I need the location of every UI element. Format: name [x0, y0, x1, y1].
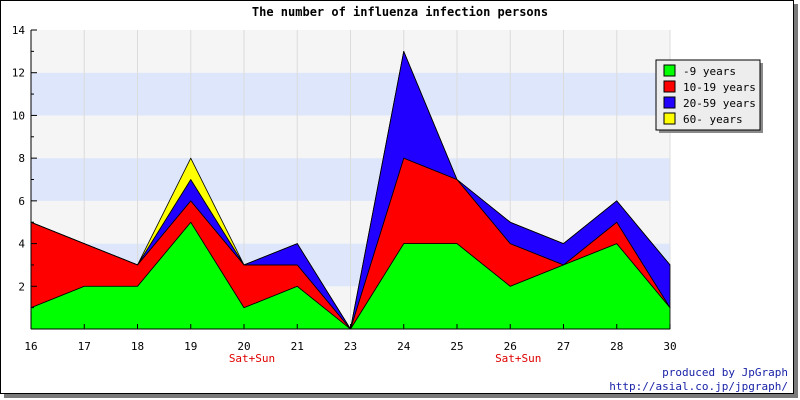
legend-swatch	[663, 112, 676, 125]
x-tick-label: 19	[184, 340, 197, 353]
x-tick-label: 18	[131, 340, 144, 353]
legend-swatch	[663, 80, 676, 93]
weekend-label: Sat+Sun	[229, 352, 275, 365]
y-tick-label: 14	[12, 24, 26, 37]
legend-label: 60- years	[683, 113, 743, 126]
y-tick-label: 8	[18, 152, 25, 165]
x-tick-label: 28	[610, 340, 623, 353]
weekend-label: Sat+Sun	[495, 352, 541, 365]
x-tick-label: 20	[237, 340, 250, 353]
x-tick-label: 16	[24, 340, 37, 353]
legend: -9 years 10-19 years 20-59 years 60- years	[655, 59, 763, 133]
area-series-60-years	[30, 50, 671, 330]
x-tick-label: 24	[397, 340, 411, 353]
x-tick-label: 27	[557, 340, 570, 353]
chart-title: The number of influenza infection person…	[252, 5, 548, 19]
x-tick-label: 25	[450, 340, 463, 353]
x-tick-label: 26	[504, 340, 517, 353]
credit-line-1: produced by JpGraph	[662, 366, 788, 379]
y-tick-label: 10	[12, 109, 25, 122]
axes	[30, 29, 671, 330]
legend-swatch	[663, 64, 676, 77]
x-tick-label: 21	[291, 340, 304, 353]
credit-line-2: http://asial.co.jp/jpgraph/	[609, 380, 788, 393]
legend-swatch	[663, 96, 676, 109]
y-tick-label: 6	[18, 195, 25, 208]
legend-label: 20-59 years	[683, 97, 756, 110]
y-tick-label: 2	[18, 280, 25, 293]
x-tick-label: 17	[78, 340, 91, 353]
y-tick-label: 4	[18, 238, 25, 251]
stacked-areas	[30, 50, 671, 330]
legend-label: -9 years	[683, 65, 736, 78]
y-tick-label: 12	[12, 67, 25, 80]
x-tick-label: 23	[344, 340, 357, 353]
x-tick-label: 30	[663, 340, 676, 353]
legend-label: 10-19 years	[683, 81, 756, 94]
y-tick-labels: 2 4 6 8 10 12 14	[12, 24, 26, 293]
